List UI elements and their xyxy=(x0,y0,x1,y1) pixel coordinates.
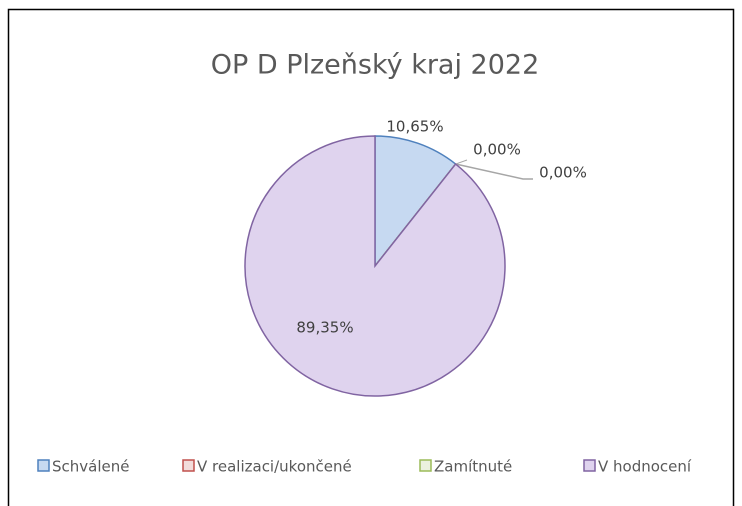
legend-swatch xyxy=(37,459,50,472)
leader-line xyxy=(455,163,533,180)
leader-line xyxy=(455,159,468,165)
pie-slice xyxy=(374,135,457,269)
data-label: 10,65% xyxy=(386,118,443,136)
pie-slice xyxy=(244,135,506,397)
legend-label: Schválené xyxy=(52,458,129,476)
chart-title: OP D Plzeňský kraj 2022 xyxy=(211,50,540,81)
legend-swatch xyxy=(182,459,195,472)
data-label: 0,00% xyxy=(539,164,587,182)
legend-label: V realizaci/ukončené xyxy=(197,458,352,476)
data-label: 89,35% xyxy=(296,319,353,337)
data-label: 0,00% xyxy=(473,141,521,159)
legend-label: V hodnocení xyxy=(598,458,692,476)
legend-swatch xyxy=(583,459,596,472)
legend-swatch xyxy=(419,459,432,472)
legend-label: Zamítnuté xyxy=(434,458,512,476)
